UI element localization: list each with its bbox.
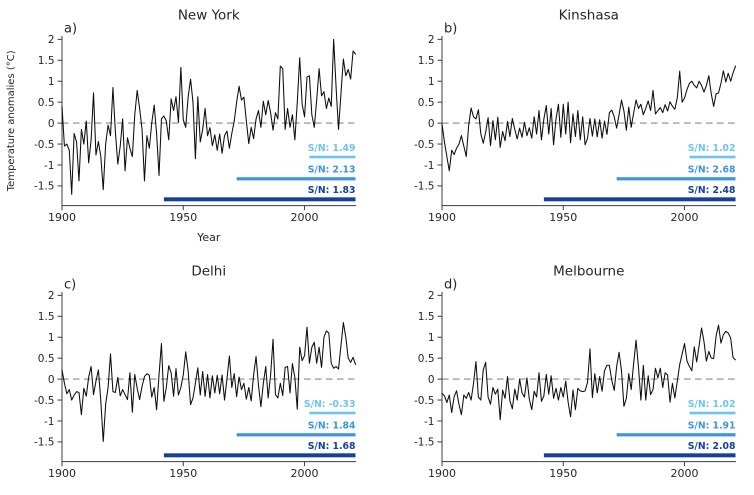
x-tick-label: 1950 <box>549 211 577 224</box>
panel-letter-d: d) <box>444 278 457 293</box>
anomaly-line-a <box>61 38 357 195</box>
sn-bar-20yr-d <box>689 411 736 415</box>
sn-bar-50yr-a <box>236 177 356 181</box>
y-tick-label: 2 <box>48 34 55 46</box>
y-tick-label: -1.5 <box>414 437 435 449</box>
panel-b: Kinshasa b) -1.5 -1 -0.5 0 0.5 1 1.5 2 1900 1950 200… <box>414 8 737 224</box>
y-tick-label: 0 <box>48 118 55 130</box>
sn-label-50yr-c: S/N: 1.84 <box>308 421 356 432</box>
sn-bar-50yr-b <box>616 177 736 181</box>
y-tick-label: 1.5 <box>418 311 435 323</box>
sn-label-80yr-b: S/N: 2.48 <box>688 185 736 196</box>
y-tick-label: 2 <box>48 290 55 302</box>
anomaly-line-d <box>441 324 737 421</box>
y-tick-label: 1 <box>48 332 55 344</box>
y-tick-label: -1.5 <box>414 181 435 193</box>
x-tick-label: 1950 <box>169 467 197 480</box>
sn-label-20yr-a: S/N: 1.49 <box>308 143 356 154</box>
x-tick-label: 1900 <box>48 467 76 480</box>
sn-bar-80yr-c <box>163 453 356 458</box>
panel-title-a: New York <box>178 8 240 24</box>
x-axis-title: Year <box>196 231 221 244</box>
panel-letter-c: c) <box>64 278 76 293</box>
sn-bar-20yr-b <box>689 155 736 159</box>
y-tick-label: 0.5 <box>38 97 55 109</box>
panel-title-b: Kinshasa <box>559 8 619 24</box>
y-axis-title: Temperature anomalies (°C) <box>6 50 17 192</box>
x-tick-label: 2000 <box>671 211 699 224</box>
y-tick-label: -1 <box>44 160 54 172</box>
anomaly-line-c <box>61 322 357 443</box>
sn-label-80yr-d: S/N: 2.08 <box>688 441 736 452</box>
sn-label-50yr-a: S/N: 2.13 <box>308 165 356 176</box>
y-tick-label: 1 <box>428 76 435 88</box>
y-tick-label: 0.5 <box>418 353 435 365</box>
sn-bar-80yr-d <box>543 453 736 458</box>
sn-label-20yr-c: S/N: -0.33 <box>304 399 356 410</box>
sn-label-20yr-b: S/N: 1.02 <box>688 143 736 154</box>
x-tick-label: 1900 <box>428 467 456 480</box>
sn-label-50yr-b: S/N: 2.68 <box>688 165 736 176</box>
y-tick-label: 1 <box>48 76 55 88</box>
y-tick-label: -0.5 <box>414 139 435 151</box>
sn-bar-20yr-a <box>309 155 356 159</box>
y-tick-label: -0.5 <box>414 395 435 407</box>
panel-letter-a: a) <box>64 22 77 37</box>
panel-d: Melbourne d) -1.5 -1 -0.5 0 0.5 1 1.5 2 1900 1950 20… <box>414 264 737 480</box>
x-tick-label: 1950 <box>549 467 577 480</box>
panel-a: New York a) -1.5 -1 -0.5 0 0.5 1 1.5 2 1900 1950 200… <box>6 8 357 244</box>
y-tick-label: 0 <box>48 374 55 386</box>
sn-label-80yr-a: S/N: 1.83 <box>308 185 356 196</box>
y-tick-label: 2 <box>428 290 435 302</box>
panel-letter-b: b) <box>444 22 457 37</box>
x-tick-label: 2000 <box>291 211 319 224</box>
panel-title-c: Delhi <box>191 264 226 280</box>
y-tick-label: 1.5 <box>418 55 435 67</box>
panel-title-d: Melbourne <box>553 264 624 280</box>
sn-label-50yr-d: S/N: 1.91 <box>688 421 736 432</box>
y-tick-label: 0 <box>428 374 435 386</box>
x-tick-label: 2000 <box>671 467 699 480</box>
sn-label-80yr-c: S/N: 1.68 <box>308 441 356 452</box>
sn-bar-80yr-a <box>163 197 356 202</box>
sn-bar-50yr-d <box>616 433 736 437</box>
x-tick-label: 1900 <box>48 211 76 224</box>
y-tick-label: 1.5 <box>38 55 55 67</box>
x-tick-label: 1900 <box>428 211 456 224</box>
sn-label-20yr-d: S/N: 1.02 <box>688 399 736 410</box>
sn-bar-50yr-c <box>236 433 356 437</box>
y-tick-label: 0.5 <box>418 97 435 109</box>
sn-bar-80yr-b <box>543 197 736 202</box>
sn-bar-20yr-c <box>309 411 356 415</box>
x-tick-label: 1950 <box>169 211 197 224</box>
y-tick-label: -1.5 <box>34 437 55 449</box>
panel-c: Delhi c) -1.5 -1 -0.5 0 0.5 1 1.5 2 1900 1950 2000 S/… <box>34 264 356 481</box>
anomaly-line-b <box>441 65 737 172</box>
y-tick-label: 0 <box>428 118 435 130</box>
y-tick-label: 1 <box>428 332 435 344</box>
y-tick-label: -0.5 <box>34 395 55 407</box>
y-tick-label: -1.5 <box>34 181 55 193</box>
y-tick-label: -1 <box>44 416 54 428</box>
x-tick-label: 2000 <box>291 467 319 480</box>
y-tick-label: -0.5 <box>34 139 55 151</box>
y-tick-label: -1 <box>424 416 434 428</box>
y-tick-label: -1 <box>424 160 434 172</box>
y-tick-label: 0.5 <box>38 353 55 365</box>
y-tick-label: 1.5 <box>38 311 55 323</box>
y-tick-label: 2 <box>428 34 435 46</box>
